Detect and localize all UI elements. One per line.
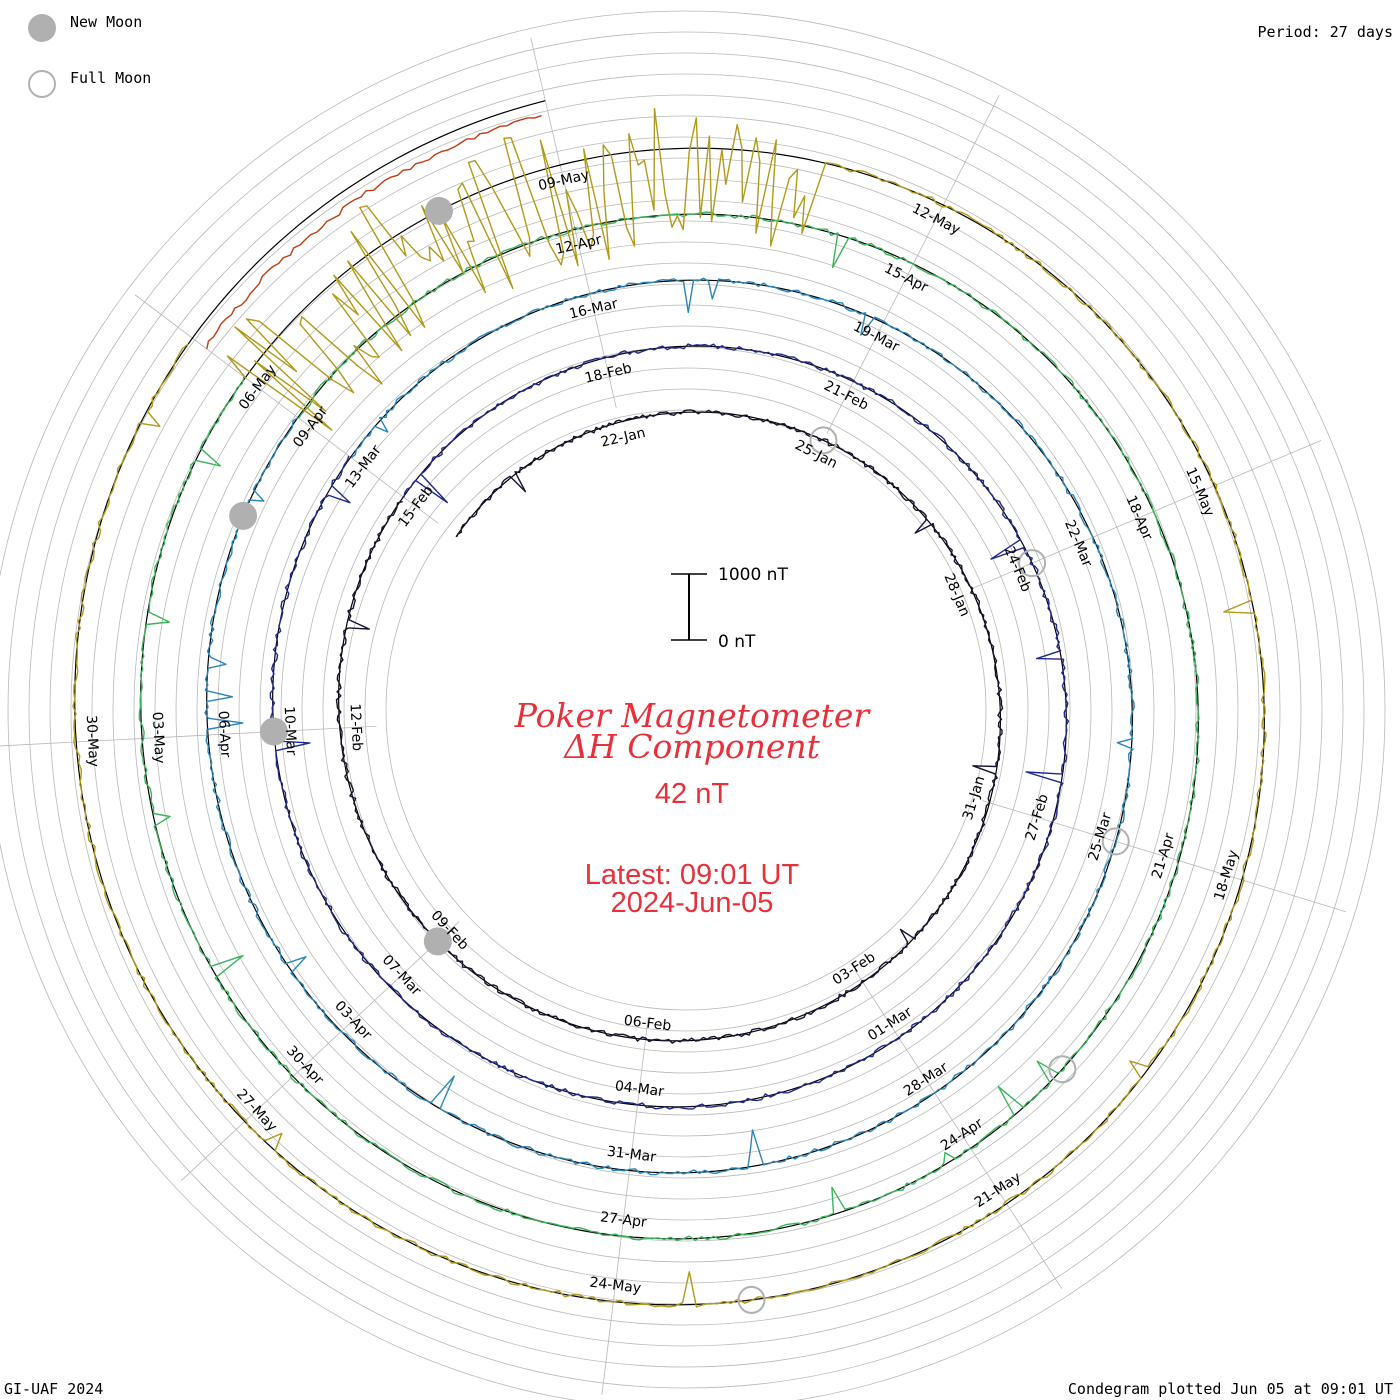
full-moon-marker (1018, 549, 1047, 578)
credit-label: GI-UAF 2024 (4, 1380, 103, 1398)
grid-ring (49, 73, 1323, 1347)
scale-bottom-label: 0 nT (718, 632, 756, 652)
date-label: 21-Feb (821, 378, 871, 414)
grid-ring (343, 367, 1029, 1053)
grid-ring (133, 157, 1239, 1263)
grid-rings (0, 10, 1386, 1400)
date-label: 18-Feb (583, 360, 633, 386)
grid-ring (259, 283, 1113, 1137)
legend-full-moon-label: Full Moon (70, 69, 151, 87)
day-spoke (181, 921, 460, 1181)
full-moon-marker (809, 426, 838, 455)
grid-ring (196, 220, 1176, 1200)
grid-ring (301, 325, 1071, 1095)
data-traces (72, 107, 1267, 1308)
new-moon-marker (259, 717, 288, 746)
date-label: 04-Mar (614, 1078, 665, 1100)
full-moon-marker (1101, 827, 1130, 856)
date-label: 21-May (972, 1169, 1024, 1211)
latest-time: Latest: 09:01 UT (585, 859, 800, 891)
date-label: 27-Apr (599, 1209, 648, 1231)
day-spoke (854, 969, 1063, 1289)
date-label: 24-May (589, 1275, 642, 1297)
date-label: 10-Mar (281, 706, 300, 756)
date-label: 21-Apr (1149, 831, 1178, 881)
day-spoke (530, 37, 617, 409)
date-label: 25-Jan (792, 437, 840, 472)
series-trace (72, 107, 1267, 1308)
date-label: 06-Feb (623, 1013, 672, 1035)
date-label: 30-May (83, 715, 102, 768)
grid-ring (364, 388, 1008, 1032)
grid-ring (70, 94, 1302, 1326)
date-label: 03-Apr (331, 998, 375, 1043)
date-label: 18-Apr (1122, 493, 1155, 543)
date-label: 24-Feb (1001, 544, 1034, 594)
new-moon-marker (229, 501, 258, 530)
grid-ring (91, 115, 1281, 1305)
date-label: 31-Mar (606, 1144, 657, 1166)
scale-top-label: 1000 nT (718, 565, 788, 585)
day-spoke (982, 800, 1346, 913)
series-trace (138, 211, 1200, 1241)
series-trace (204, 277, 1135, 1176)
new-moon-icon (28, 14, 56, 42)
date-label: 12-Feb (347, 703, 365, 752)
date-label: 03-May (149, 711, 168, 764)
date-label: 28-Mar (901, 1059, 951, 1099)
date-label: 15-Feb (395, 483, 437, 531)
date-label: 06-May (236, 362, 280, 413)
moon-markers (229, 196, 1130, 1314)
date-label: 19-Mar (851, 319, 902, 356)
grid-ring (112, 136, 1260, 1284)
date-label: 27-May (233, 1086, 280, 1135)
full-moon-marker (737, 1285, 766, 1314)
grid-ring (7, 31, 1365, 1389)
date-label: 22-Jan (599, 425, 647, 451)
scale-bar (671, 573, 707, 641)
grid-ring (0, 10, 1386, 1400)
grid-ring (217, 241, 1155, 1179)
full-moon-marker (1048, 1055, 1077, 1084)
date-label: 09-May (537, 167, 591, 194)
series-trace (206, 114, 542, 350)
date-label: 15-Apr (882, 260, 931, 296)
period-label: Period: 27 days (1258, 23, 1393, 41)
day-spokes (0, 37, 1346, 1395)
day-spoke (601, 1017, 649, 1395)
grid-ring (280, 304, 1092, 1116)
plotted-label: Condegram plotted Jun 05 at 09:01 UT (1068, 1380, 1393, 1398)
date-label: 15-May (1182, 465, 1217, 519)
full-moon-icon (28, 70, 56, 98)
legend-new-moon-label: New Moon (70, 13, 142, 31)
grid-ring (28, 52, 1344, 1368)
date-label: 06-Apr (215, 710, 233, 758)
date-label: 12-May (909, 201, 962, 239)
series-trace (335, 409, 1004, 1044)
chart-title: Poker Magnetometer (514, 696, 872, 735)
new-moon-marker (423, 927, 452, 956)
date-label: 24-Apr (938, 1115, 986, 1154)
day-spoke (134, 294, 439, 524)
date-label: 27-Feb (1023, 792, 1052, 842)
series-trace (269, 343, 1070, 1110)
date-label: 28-Jan (940, 571, 972, 619)
chart-subtitle: ΔH Component (562, 727, 821, 766)
date-label: 16-Mar (568, 296, 620, 323)
latest-date: 2024-Jun-05 (611, 887, 774, 919)
date-label: 22-Mar (1061, 518, 1095, 570)
day-spoke (0, 725, 377, 747)
current-value: 42 nT (655, 778, 729, 810)
new-moon-marker (424, 196, 453, 225)
date-label: 07-Mar (379, 952, 424, 999)
grid-ring (154, 178, 1218, 1242)
